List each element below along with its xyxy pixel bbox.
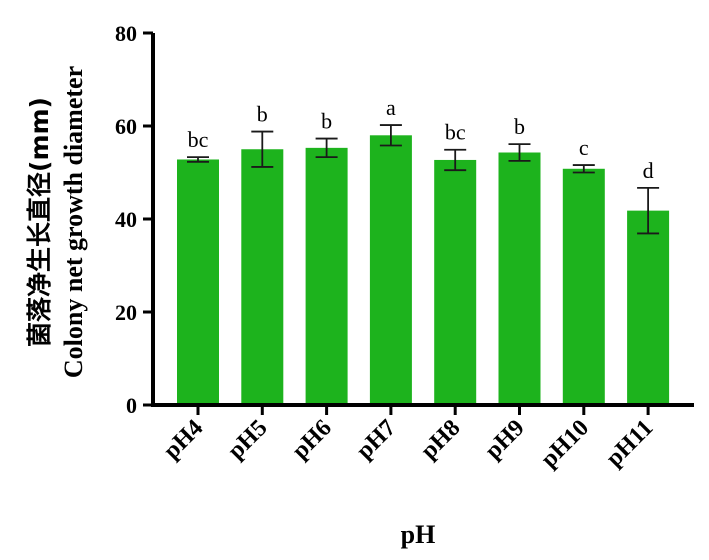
x-tick-label: pH6	[287, 415, 337, 465]
bar-ph5	[241, 149, 284, 405]
bar-ph11	[627, 210, 670, 405]
significance-label: c	[579, 135, 589, 160]
significance-label: a	[386, 95, 396, 120]
y-axis-title-cn: 菌落净生长直径(mm)	[25, 97, 54, 347]
y-tick-label: 0	[126, 393, 137, 418]
significance-label: b	[257, 102, 268, 127]
y-tick-label: 60	[115, 114, 137, 139]
significance-label: b	[321, 109, 332, 134]
x-tick-label: pH5	[223, 415, 273, 465]
bar-ph10	[562, 168, 605, 405]
x-axis-title: pH	[401, 520, 436, 549]
y-axis-title-en: Colony net growth diameter	[59, 66, 88, 378]
y-tick-label: 40	[115, 207, 137, 232]
significance-label: b	[514, 114, 525, 139]
x-axis: pH4 pH5 pH6 pH7 pH8 pH9 pH10 pH11	[151, 403, 694, 473]
y-axis: 0 20 40 60 80	[115, 21, 155, 418]
bar-ph8	[434, 159, 477, 405]
bar-ph9	[498, 152, 541, 405]
bar-ph6	[305, 147, 348, 406]
significance-label: bc	[188, 127, 209, 152]
x-tick-label: pH4	[159, 415, 209, 465]
y-axis-title: 菌落净生长直径(mm) Colony net growth diameter	[25, 66, 88, 378]
bar-ph4	[177, 159, 219, 405]
x-tick-label: pH9	[480, 415, 530, 465]
x-tick-label: pH8	[416, 415, 466, 465]
y-tick-label: 20	[115, 300, 137, 325]
x-tick-label: pH11	[601, 415, 658, 472]
significance-label: d	[643, 158, 654, 183]
bar-ph7	[369, 135, 412, 406]
x-tick-label: pH10	[536, 415, 594, 473]
significance-label: bc	[445, 120, 466, 145]
y-tick-label: 80	[115, 21, 137, 46]
x-tick-label: pH7	[352, 415, 402, 465]
